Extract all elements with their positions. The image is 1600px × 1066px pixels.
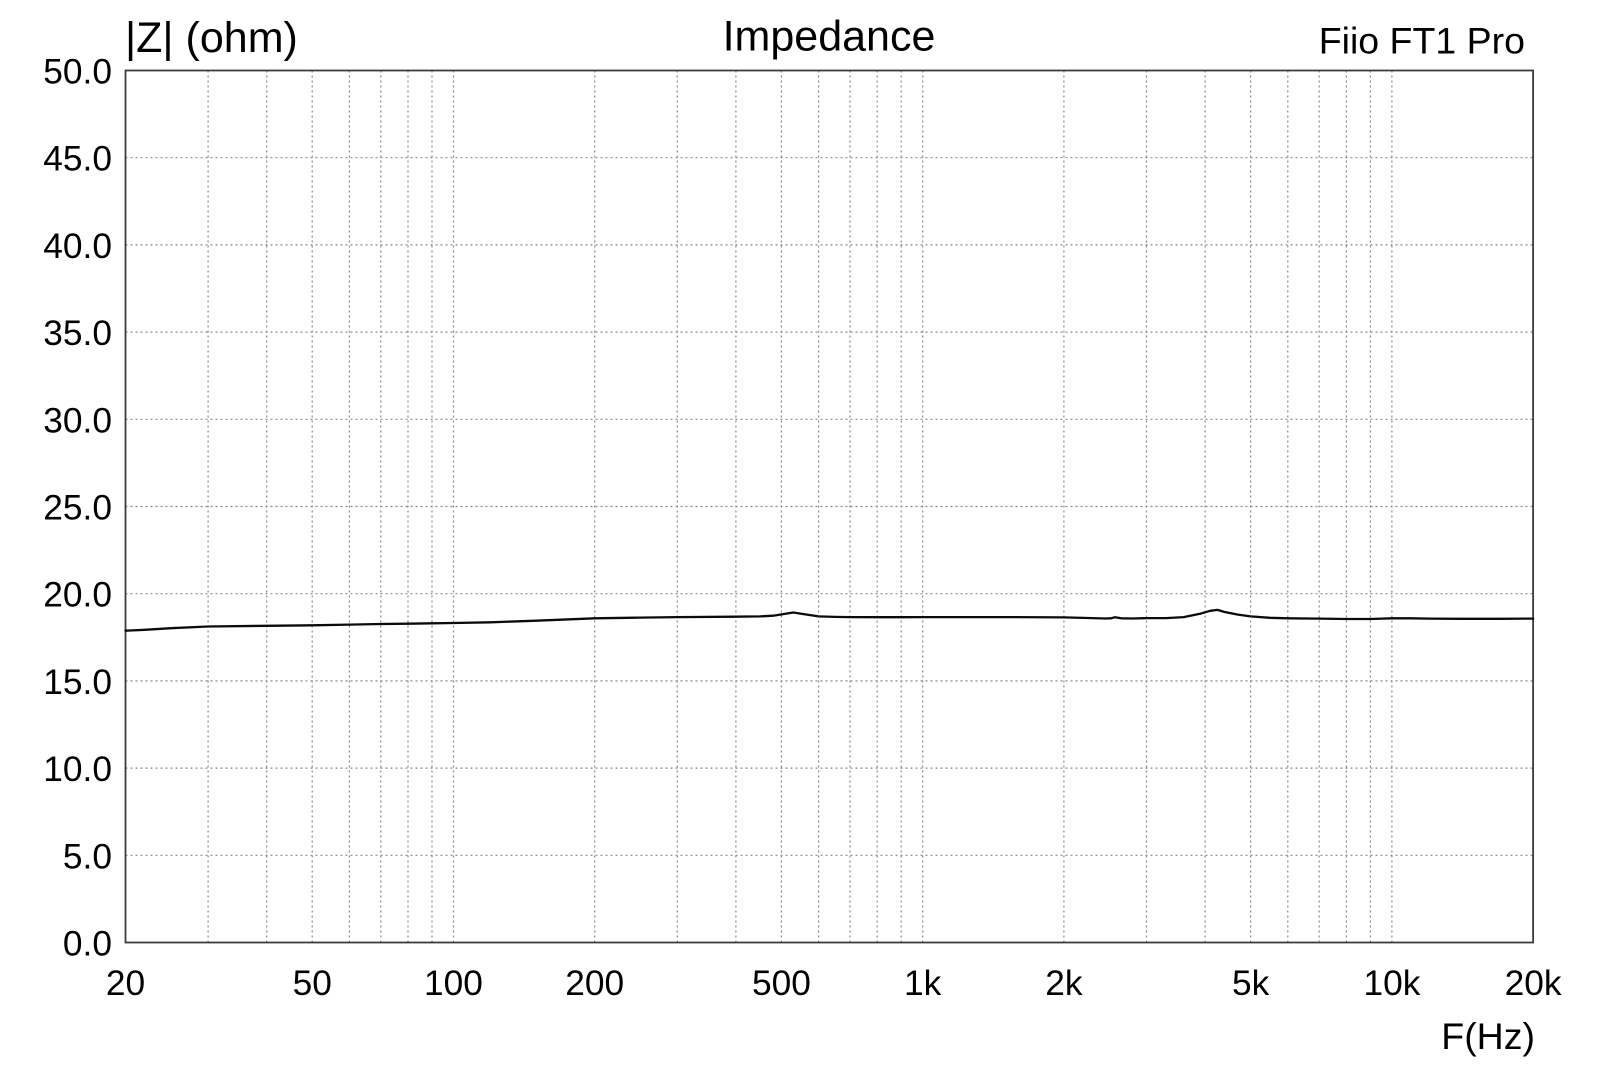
svg-text:F(Hz): F(Hz) — [1441, 1015, 1535, 1057]
svg-text:10k: 10k — [1363, 964, 1420, 1003]
svg-text:5k: 5k — [1232, 964, 1270, 1003]
svg-text:0.0: 0.0 — [63, 925, 112, 964]
svg-text:1k: 1k — [904, 964, 942, 1003]
svg-text:25.0: 25.0 — [43, 489, 112, 528]
svg-text:Impedance: Impedance — [723, 13, 936, 61]
svg-text:45.0: 45.0 — [43, 140, 112, 179]
svg-text:100: 100 — [424, 964, 483, 1003]
svg-text:20.0: 20.0 — [43, 576, 112, 615]
svg-text:200: 200 — [565, 964, 624, 1003]
svg-text:50.0: 50.0 — [43, 53, 112, 92]
svg-text:40.0: 40.0 — [43, 227, 112, 266]
svg-text:30.0: 30.0 — [43, 401, 112, 440]
svg-text:|Z| (ohm): |Z| (ohm) — [125, 14, 298, 62]
svg-text:50: 50 — [293, 964, 332, 1003]
svg-text:2k: 2k — [1045, 964, 1083, 1003]
svg-text:20k: 20k — [1505, 964, 1562, 1003]
svg-text:20: 20 — [106, 964, 145, 1003]
svg-text:10.0: 10.0 — [43, 750, 112, 789]
svg-text:15.0: 15.0 — [43, 663, 112, 702]
svg-text:35.0: 35.0 — [43, 314, 112, 353]
svg-text:Fiio FT1 Pro: Fiio FT1 Pro — [1319, 20, 1525, 62]
svg-text:500: 500 — [752, 964, 811, 1003]
svg-text:5.0: 5.0 — [63, 837, 112, 876]
